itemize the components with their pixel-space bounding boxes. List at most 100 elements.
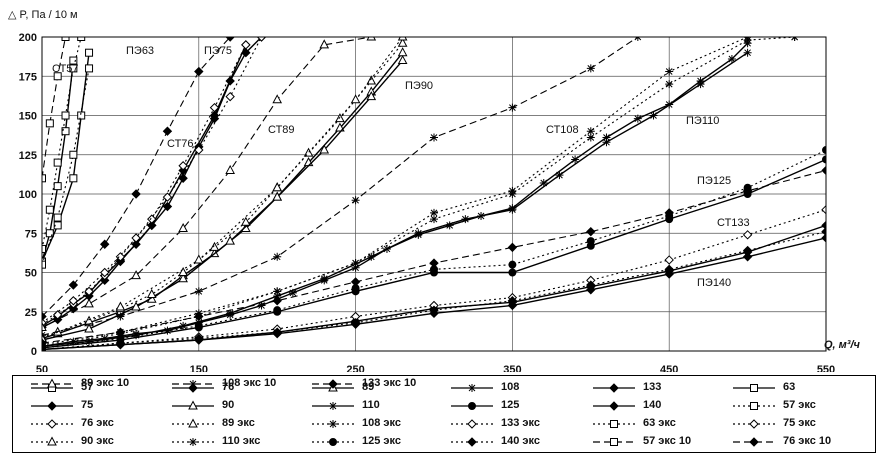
data-point-marker	[178, 273, 188, 283]
legend-label: 76	[222, 381, 235, 393]
data-point-marker	[225, 91, 235, 102]
data-point-marker	[508, 190, 517, 198]
legend-swatch	[451, 384, 493, 392]
data-point-marker	[162, 126, 173, 136]
data-point-marker	[131, 233, 141, 243]
data-point-marker	[508, 205, 517, 214]
series-line	[42, 52, 748, 347]
data-point-marker	[53, 182, 62, 191]
legend-label: 140	[643, 399, 662, 411]
data-point-marker	[146, 288, 157, 298]
legend-marker	[189, 380, 197, 388]
curve-labels: СТ57 ПЭ63 ПЭ75 СТ76 СТ89 ПЭ90 СТ108 ПЭ110 ПЭ125 С…	[52, 45, 750, 289]
y-tick-label: 0	[31, 346, 37, 358]
series-10	[42, 233, 826, 351]
legend-marker	[609, 401, 619, 411]
data-point-marker	[241, 47, 251, 58]
legend-swatch	[593, 383, 635, 393]
data-point-marker	[366, 91, 377, 101]
legend-marker	[467, 437, 477, 447]
data-point-marker	[42, 338, 47, 348]
series-line	[42, 52, 404, 340]
data-point-marker	[727, 54, 736, 63]
data-point-marker	[649, 111, 658, 120]
y-tick-label: 175	[19, 71, 37, 83]
series-line	[42, 37, 67, 179]
data-point-marker	[430, 133, 438, 142]
data-point-marker	[319, 39, 330, 49]
series-8	[42, 48, 752, 351]
data-point-marker	[194, 145, 204, 155]
data-point-marker	[821, 165, 826, 176]
data-point-marker	[84, 286, 94, 297]
data-point-marker	[53, 72, 62, 81]
data-point-marker	[272, 191, 283, 201]
data-point-marker	[742, 230, 753, 240]
data-point-marker	[178, 161, 188, 171]
data-point-marker	[571, 155, 580, 164]
data-point-marker	[429, 258, 439, 268]
legend-swatch	[451, 402, 493, 410]
series-line	[42, 37, 404, 339]
data-point-marker	[225, 235, 235, 245]
data-point-marker	[45, 205, 54, 214]
legend-marker	[610, 420, 618, 428]
y-tick-label: 50	[25, 268, 37, 280]
data-point-marker	[257, 301, 266, 310]
legend-swatch	[31, 436, 73, 446]
data-point-marker	[84, 323, 94, 333]
data-point-marker	[115, 252, 126, 262]
data-point-marker	[351, 259, 360, 268]
legend-marker	[47, 436, 57, 446]
data-point-marker	[131, 189, 141, 199]
x-tick-label: 250	[346, 364, 364, 372]
x-tick-label: 550	[817, 364, 835, 372]
series-18	[42, 37, 408, 342]
data-point-marker	[42, 260, 46, 269]
data-point-marker	[225, 76, 235, 86]
legend-label: 110	[362, 399, 380, 411]
data-point-marker	[194, 66, 204, 77]
legend-marker	[467, 419, 477, 429]
legend-swatch	[31, 401, 73, 411]
legend-marker	[329, 438, 337, 446]
series-23	[42, 37, 235, 322]
y-tick-label: 75	[25, 228, 37, 240]
legend-marker	[188, 400, 198, 410]
curve-label: ПЭ75	[204, 45, 232, 57]
data-point-marker	[397, 37, 408, 41]
series-11	[42, 37, 86, 253]
legend: 57 76 89 108 133 63 75 90 110 125 140 57 экс 76 экс 8…	[12, 375, 876, 453]
legend-swatch	[733, 402, 775, 410]
legend-marker	[609, 383, 619, 393]
y-tick-label: 25	[25, 307, 37, 319]
legend-swatch	[172, 380, 214, 388]
data-point-marker	[821, 204, 826, 215]
data-point-marker	[115, 338, 126, 348]
series-line	[42, 37, 263, 324]
data-point-marker	[61, 127, 70, 136]
y-tick-label: 200	[19, 32, 37, 44]
legend-marker	[329, 402, 337, 410]
legend-swatch	[172, 438, 214, 446]
data-point-marker	[194, 321, 203, 330]
data-point-marker	[193, 254, 204, 264]
legend-marker	[468, 384, 476, 392]
data-point-marker	[397, 37, 408, 47]
data-point-marker	[45, 119, 54, 128]
legend-label: 75	[81, 399, 94, 411]
data-point-marker	[209, 102, 220, 113]
data-point-marker	[742, 186, 753, 196]
data-point-marker	[42, 311, 47, 322]
data-point-marker	[664, 269, 674, 279]
data-point-marker	[320, 274, 329, 283]
data-point-marker	[586, 226, 596, 237]
data-point-marker	[586, 64, 595, 73]
legend-swatch	[451, 419, 493, 429]
data-point-marker	[665, 67, 674, 76]
series-line	[42, 37, 372, 328]
y-tick-label: 100	[19, 189, 37, 201]
data-point-marker	[586, 133, 595, 142]
data-point-marker	[273, 287, 282, 296]
series-line	[42, 37, 639, 336]
